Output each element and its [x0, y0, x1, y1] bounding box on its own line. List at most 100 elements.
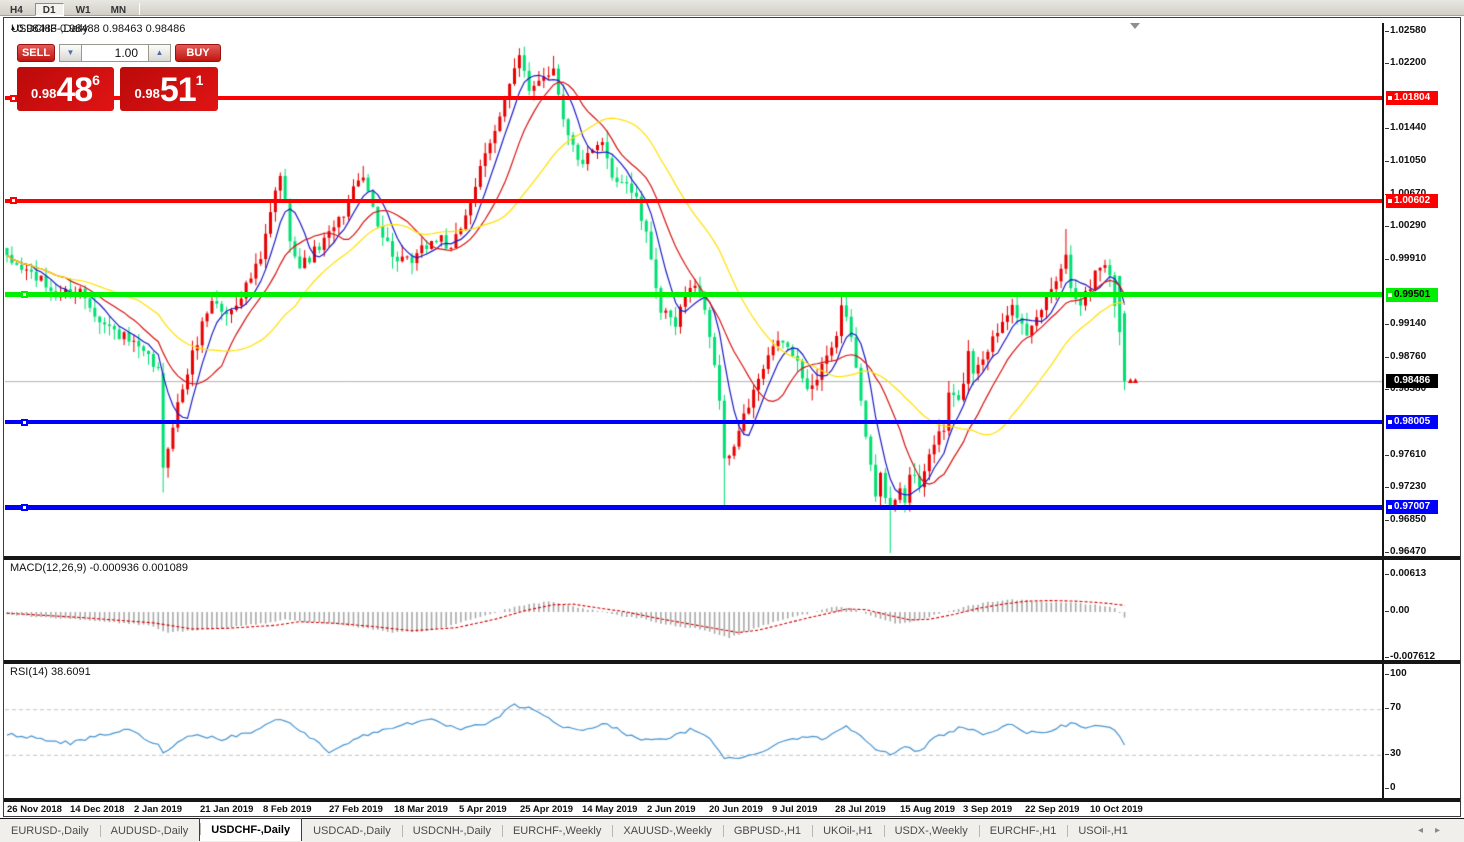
date-tick-label: 2 Jun 2019: [647, 804, 696, 815]
date-tick-label: 15 Aug 2019: [900, 804, 956, 815]
price-level-badge[interactable]: 1.01804: [1386, 91, 1438, 106]
chart-tab-xauusd-weekly[interactable]: XAUUSD-,Weekly: [612, 821, 722, 841]
price-level-line[interactable]: [5, 504, 1382, 510]
date-tick-label: 14 May 2019: [582, 804, 638, 815]
price-tick-label: 0.96850: [1384, 513, 1427, 525]
price-level-line[interactable]: [5, 292, 1382, 298]
chart-title: ▴ USDCHF-,Daily 0.98483 0.98488 0.98463 0…: [11, 23, 185, 35]
toolbar-separator: [139, 2, 141, 15]
date-tick-label: 27 Feb 2019: [329, 804, 383, 815]
price-level-handle[interactable]: [21, 503, 28, 511]
rsi-axis-label: 70: [1384, 702, 1402, 714]
chart-tab-eurchf-weekly[interactable]: EURCHF-,Weekly: [501, 821, 612, 841]
rsi-axis-label: 0: [1385, 782, 1396, 793]
collapse-icon[interactable]: ▴: [11, 23, 16, 32]
timeframe-button-d1[interactable]: D1: [34, 3, 64, 16]
chart-tab-eurchf-h1[interactable]: EURCHF-,H1: [978, 821, 1068, 841]
macd-panel-canvas[interactable]: [5, 560, 1382, 660]
buy-button[interactable]: BUY: [175, 44, 221, 62]
rsi-indicator-label: RSI(14) 38.6091: [10, 666, 91, 678]
price-level-handle[interactable]: [21, 291, 28, 299]
date-tick-label: 28 Jul 2019: [835, 804, 886, 815]
chart-tab-usdx-weekly[interactable]: USDX-,Weekly: [883, 821, 979, 841]
rsi-axis-label: 100: [1385, 668, 1407, 679]
date-tick-label: 26 Nov 2018: [7, 804, 62, 815]
chart-window: ▴ USDCHF-,Daily 0.98483 0.98488 0.98463 0…: [3, 17, 1461, 817]
sell-price-prefix: 0.98: [31, 86, 57, 101]
macd-axis-label: -0.007612: [1384, 651, 1436, 662]
axis-border: [1382, 23, 1384, 798]
chart-ohlc-values: 0.98483 0.98488 0.98463 0.98486: [17, 23, 186, 35]
rsi-panel-canvas[interactable]: [5, 664, 1382, 798]
price-level-badge[interactable]: 0.99501: [1386, 287, 1438, 302]
price-level-badge[interactable]: 0.97007: [1386, 500, 1438, 515]
date-tick-label: 20 Jun 2019: [709, 804, 763, 815]
date-tick-label: 14 Dec 2018: [70, 804, 125, 815]
timeframe-button-h4[interactable]: H4: [10, 5, 23, 16]
date-tick-label: 8 Feb 2019: [263, 804, 312, 815]
price-tick-label: 1.01050: [1384, 155, 1427, 167]
buy-price-main: 51: [159, 71, 197, 109]
price-level-badge[interactable]: 0.98005: [1386, 415, 1438, 430]
macd-axis-label: 0.00613: [1384, 568, 1427, 579]
volume-decrease-button[interactable]: ▼: [59, 44, 82, 62]
price-tick-label: 1.02200: [1384, 57, 1427, 69]
rsi-axis-label: 30: [1384, 747, 1402, 759]
date-tick-label: 3 Sep 2019: [963, 804, 1013, 815]
chart-tab-audusd-daily[interactable]: AUDUSD-,Daily: [99, 821, 200, 841]
chart-tab-usdcad-daily[interactable]: USDCAD-,Daily: [313, 824, 391, 837]
buy-price-pip: 1: [195, 72, 204, 88]
price-tick-label: 0.96470: [1384, 546, 1427, 557]
date-tick-label: 9 Jul 2019: [772, 804, 818, 815]
price-level-handle[interactable]: [10, 197, 17, 205]
chart-symbol-label: USDCHF-,Daily: [11, 23, 88, 35]
buy-price-prefix: 0.98: [134, 86, 160, 101]
chart-tab-usdcnh-daily[interactable]: USDCNH-,Daily: [401, 821, 502, 841]
volume-increase-button[interactable]: ▲: [148, 44, 171, 62]
sell-button[interactable]: SELL: [17, 44, 55, 62]
sell-quote-box[interactable]: 0.98 48 6: [17, 67, 114, 111]
macd-indicator-label: MACD(12,26,9) -0.000936 0.001089: [10, 562, 188, 574]
price-level-line[interactable]: [5, 420, 1382, 425]
chart-tab-bar: EURUSD-,Daily AUDUSD-,Daily USDCHF-,Daily U…: [0, 818, 1464, 842]
buy-quote-box[interactable]: 0.98 51 1: [120, 67, 218, 111]
chart-tab-ukoil-h1[interactable]: UKOil-,H1: [812, 821, 884, 841]
date-tick-label: 10 Oct 2019: [1090, 804, 1143, 815]
price-tick-label: 1.01440: [1384, 122, 1427, 134]
price-tick-label: 0.98760: [1384, 350, 1427, 362]
price-level-handle[interactable]: [21, 418, 28, 426]
sell-price-pip: 6: [92, 72, 100, 88]
date-tick-label: 5 Apr 2019: [459, 804, 507, 815]
volume-input[interactable]: [82, 44, 148, 62]
panel-divider[interactable]: [4, 556, 1460, 560]
price-tick-label: 0.99910: [1384, 252, 1427, 264]
price-level-badge[interactable]: 1.00602: [1386, 193, 1438, 208]
chart-tab-usoil-h1[interactable]: USOil-,H1: [1067, 821, 1139, 841]
panel-divider[interactable]: [4, 798, 1460, 802]
macd-axis-label: 0.00: [1384, 605, 1410, 617]
panel-divider[interactable]: [4, 660, 1460, 664]
price-level-line[interactable]: [5, 96, 1382, 101]
price-level-line[interactable]: [5, 198, 1382, 203]
tab-scroll-arrows[interactable]: ◂▸: [1417, 825, 1452, 836]
date-axis[interactable]: 26 Nov 2018 14 Dec 2018 2 Jan 2019 21 Jan 2…: [4, 802, 1382, 816]
timeframe-button-w1[interactable]: W1: [75, 5, 91, 16]
timeframe-button-mn[interactable]: MN: [110, 5, 127, 16]
price-tick-label: 1.02580: [1384, 25, 1427, 36]
price-tick-label: 1.00290: [1384, 220, 1427, 232]
sell-price-main: 48: [56, 71, 93, 109]
price-chart-canvas[interactable]: [5, 23, 1382, 556]
chart-shift-marker-icon[interactable]: [1130, 23, 1140, 29]
chart-tab-eurusd-daily[interactable]: EURUSD-,Daily: [11, 824, 89, 837]
price-level-handle[interactable]: [10, 94, 17, 102]
date-tick-label: 25 Apr 2019: [520, 804, 573, 815]
price-tick-label: 0.97610: [1384, 448, 1427, 460]
price-tick-label: 0.98380: [1384, 383, 1427, 395]
price-axis[interactable]: 1.025801.022001.014401.010501.006701.002…: [1384, 18, 1460, 814]
timeframe-toolbar: H4 D1 W1 MN: [0, 0, 1464, 16]
chart-tab-gbpusd-h1[interactable]: GBPUSD-,H1: [722, 821, 812, 841]
chart-tab-usdchf-daily[interactable]: USDCHF-,Daily: [199, 818, 303, 841]
date-tick-label: 22 Sep 2019: [1025, 804, 1080, 815]
